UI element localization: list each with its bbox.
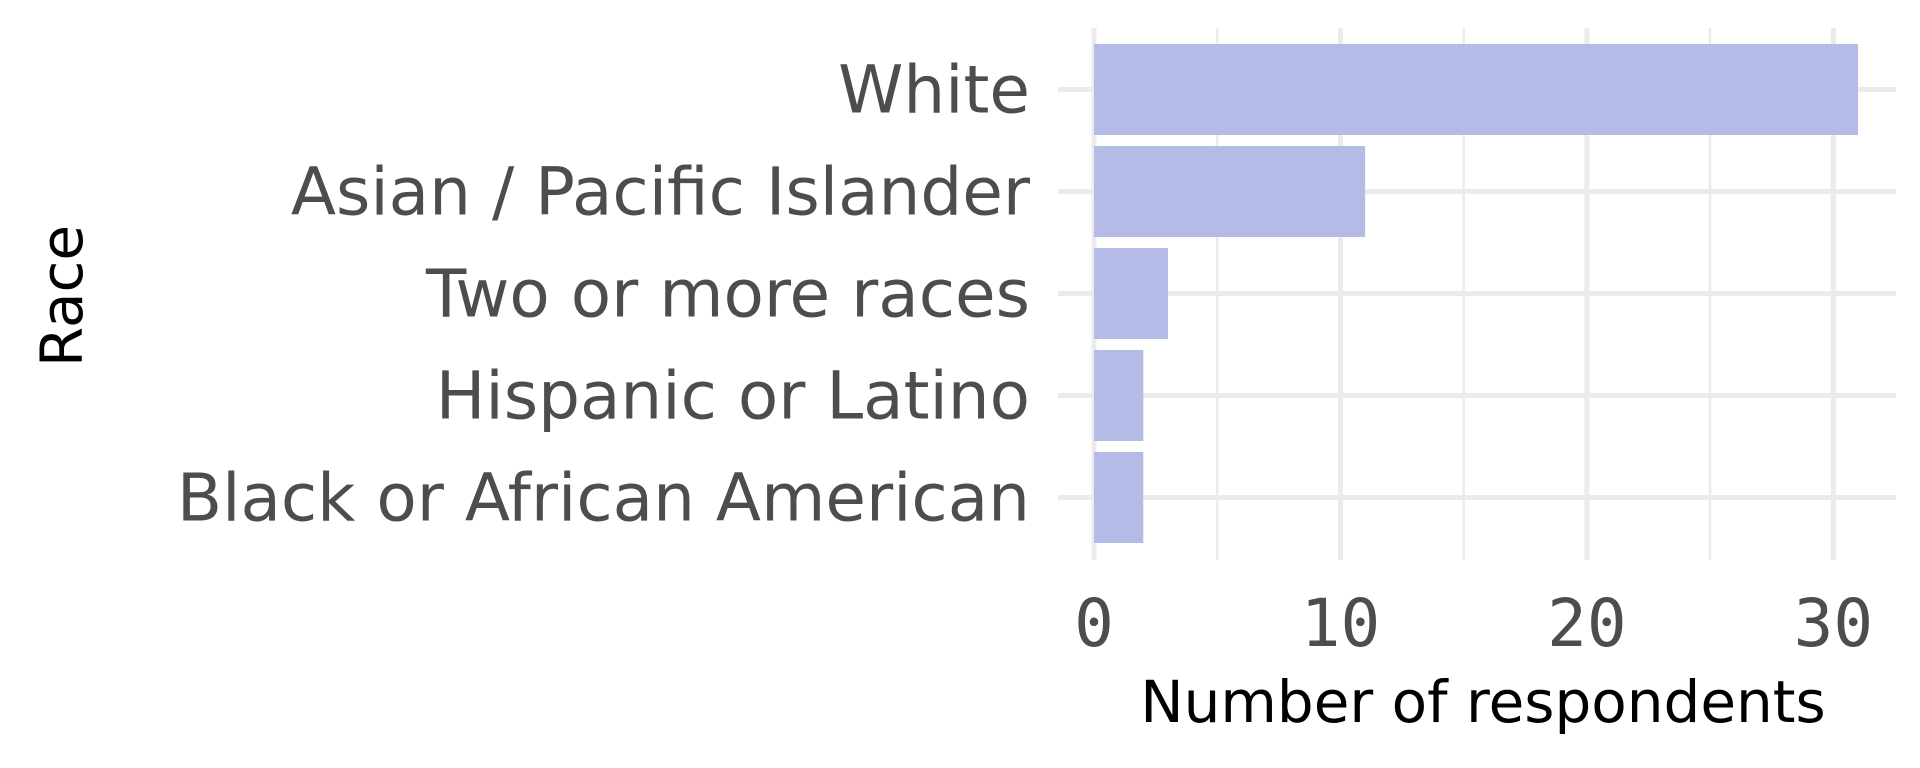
category-labels: White Asian / Pacific Islander Two or more…	[177, 52, 1031, 537]
bar	[1094, 146, 1366, 237]
bar	[1094, 44, 1858, 135]
category-label: Asian / Pacific Islander	[291, 154, 1031, 231]
bar	[1094, 248, 1168, 339]
bar	[1094, 452, 1144, 543]
y-axis-title: Race	[28, 225, 96, 367]
x-tick-label: 20	[1547, 585, 1626, 662]
category-label: Two or more races	[425, 256, 1030, 333]
x-axis-title: Number of respondents	[1140, 668, 1826, 736]
category-label: Black or African American	[177, 460, 1030, 537]
x-tick-labels: 0 10 20 30	[1074, 585, 1873, 662]
category-label: Hispanic or Latino	[436, 358, 1030, 435]
category-label: White	[838, 52, 1030, 129]
x-tick-label: 10	[1301, 585, 1380, 662]
bars	[1094, 44, 1858, 543]
bar	[1094, 350, 1144, 441]
x-tick-label: 30	[1794, 585, 1873, 662]
x-tick-label: 0	[1074, 585, 1114, 662]
